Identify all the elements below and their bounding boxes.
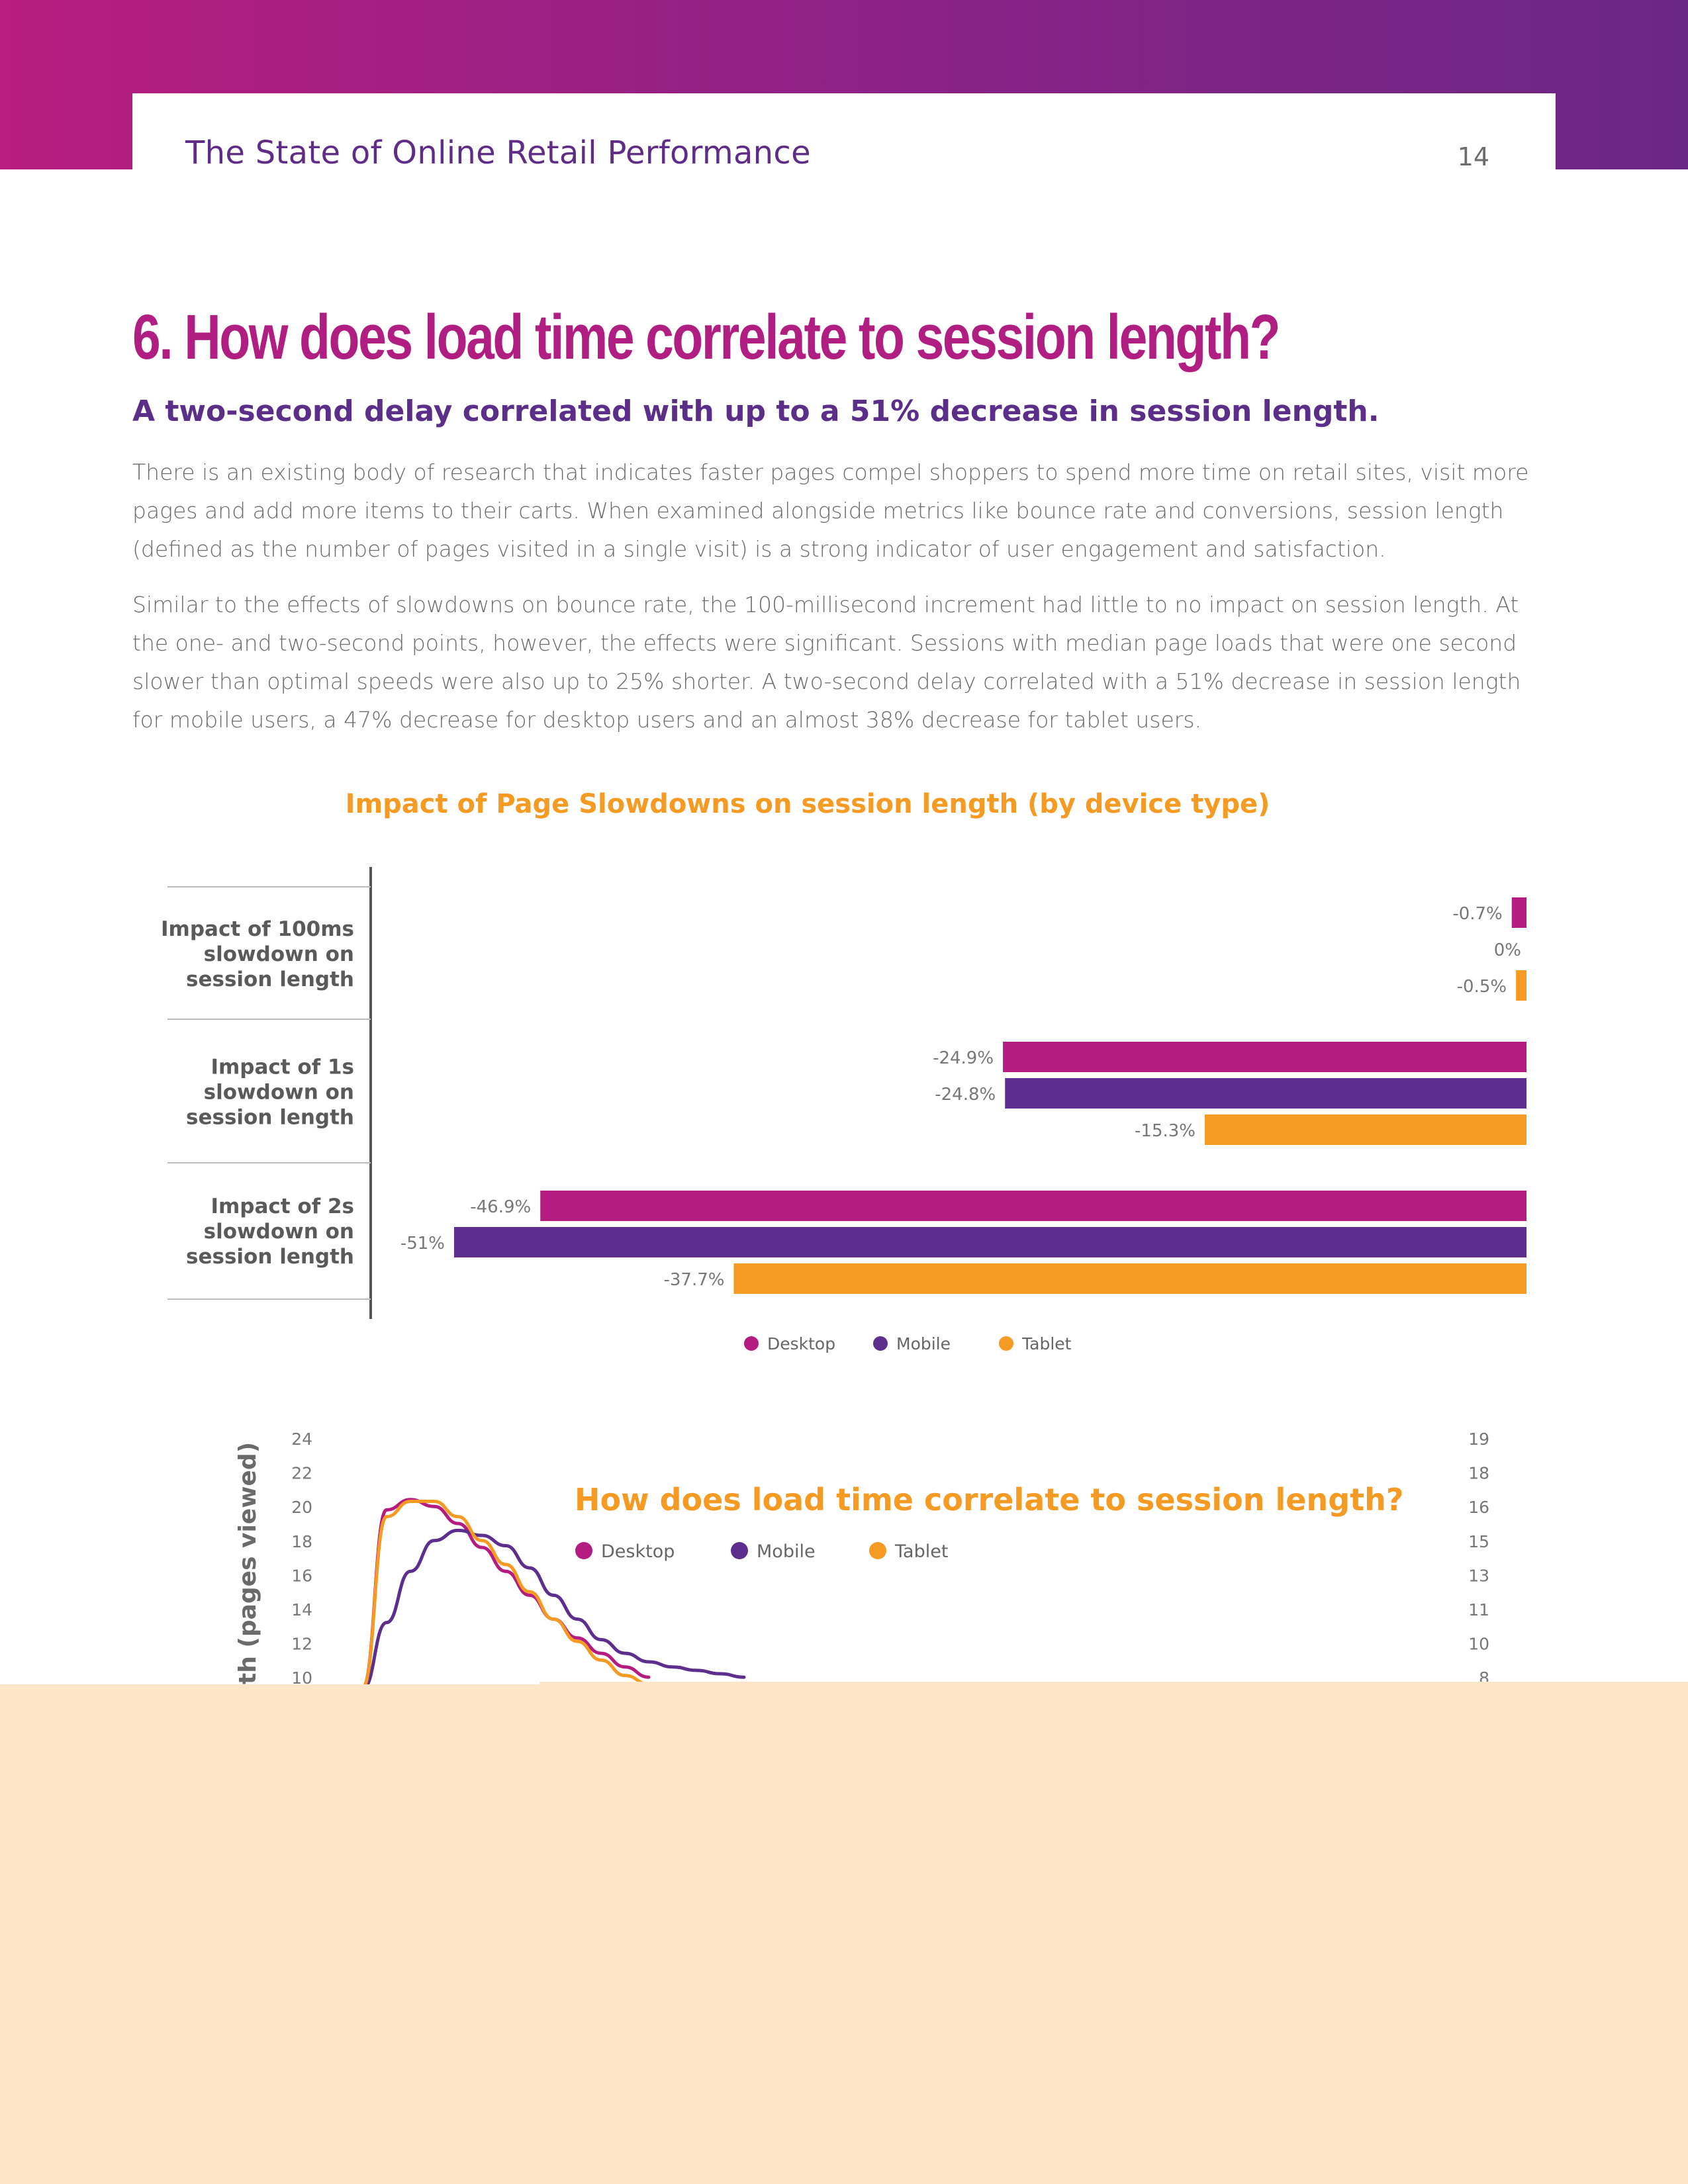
data-label: -51% bbox=[400, 1234, 445, 1253]
bar-tablet bbox=[1205, 1115, 1526, 1145]
body-paragraph: Similar to the effects of slowdowns on b… bbox=[132, 592, 1521, 733]
category-label: session length bbox=[186, 1106, 354, 1130]
right-axis-tick: 16 bbox=[1468, 1498, 1489, 1517]
category-label: slowdown on bbox=[204, 1081, 354, 1105]
line-mobile bbox=[361, 1528, 746, 1691]
category-label: session length bbox=[186, 1245, 354, 1269]
category-label: slowdown on bbox=[204, 942, 354, 966]
left-axis-tick: 12 bbox=[291, 1635, 312, 1654]
left-axis-tick: 14 bbox=[291, 1600, 312, 1619]
legend-label: Tablet bbox=[1021, 1334, 1072, 1353]
legend-label: Mobile bbox=[757, 1541, 816, 1562]
line-chart-title: How does load time correlate to session … bbox=[575, 1482, 1404, 1518]
legend-swatch-tablet bbox=[999, 1336, 1013, 1351]
page-header: The State of Online Retail Performance 1… bbox=[132, 93, 1556, 179]
data-label: -0.7% bbox=[1452, 904, 1502, 924]
legend-swatch-tablet bbox=[869, 1542, 886, 1559]
legend-swatch-desktop bbox=[744, 1336, 759, 1351]
legend-swatch-desktop bbox=[575, 1542, 592, 1559]
category-label: Impact of 100ms bbox=[161, 917, 354, 941]
data-label: -24.8% bbox=[935, 1085, 996, 1105]
bar-tablet bbox=[1516, 970, 1526, 1001]
left-axis-tick: 24 bbox=[291, 1430, 312, 1449]
category-label: slowdown on bbox=[204, 1220, 354, 1244]
legend-label: Desktop bbox=[767, 1334, 835, 1353]
category-label: session length bbox=[186, 968, 354, 991]
legend-label: Desktop bbox=[601, 1541, 675, 1562]
left-axis-tick: 16 bbox=[291, 1566, 312, 1585]
left-axis-tick: 18 bbox=[291, 1532, 312, 1551]
y-axis-label: th (pages viewed) bbox=[234, 1442, 261, 1684]
overlay-panel-edge bbox=[539, 1682, 1688, 1686]
running-title: The State of Online Retail Performance bbox=[185, 134, 811, 171]
bar-chart-title: Impact of Page Slowdowns on session leng… bbox=[345, 789, 1270, 819]
data-label: -24.9% bbox=[933, 1048, 994, 1068]
section-heading: 6. How does load time correlate to sessi… bbox=[132, 302, 1281, 373]
data-label: -0.5% bbox=[1457, 977, 1507, 997]
bar-desktop bbox=[540, 1191, 1526, 1221]
right-axis-tick: 10 bbox=[1468, 1635, 1489, 1654]
bar-desktop bbox=[1511, 897, 1526, 928]
data-label: -46.9% bbox=[470, 1197, 531, 1217]
right-axis-tick: 18 bbox=[1468, 1464, 1489, 1483]
line-tablet bbox=[361, 1499, 651, 1690]
right-axis-tick: 13 bbox=[1468, 1566, 1489, 1585]
legend-swatch-mobile bbox=[873, 1336, 888, 1351]
category-label: Impact of 1s bbox=[211, 1056, 354, 1079]
data-label: 0% bbox=[1494, 940, 1521, 960]
category-label: Impact of 2s bbox=[211, 1195, 354, 1218]
data-label: -15.3% bbox=[1135, 1121, 1196, 1141]
bar-mobile bbox=[1005, 1078, 1526, 1109]
bar-desktop bbox=[1003, 1042, 1526, 1072]
right-axis-tick: 11 bbox=[1468, 1600, 1489, 1619]
legend-label: Mobile bbox=[896, 1334, 951, 1353]
legend-label: Tablet bbox=[894, 1541, 948, 1562]
overlay-panel bbox=[0, 1684, 1688, 2184]
page-number: 14 bbox=[1457, 142, 1489, 171]
bar-tablet bbox=[733, 1263, 1526, 1294]
legend-swatch-mobile bbox=[731, 1542, 748, 1559]
right-axis-tick: 19 bbox=[1468, 1430, 1489, 1449]
bar-mobile bbox=[454, 1227, 1526, 1257]
right-axis-tick: 15 bbox=[1468, 1532, 1489, 1551]
left-axis-tick: 22 bbox=[291, 1464, 312, 1483]
line-desktop bbox=[361, 1498, 651, 1690]
body-paragraph: There is an existing body of research th… bbox=[132, 459, 1529, 562]
data-label: -37.7% bbox=[663, 1270, 724, 1290]
left-axis-tick: 20 bbox=[291, 1498, 312, 1517]
section-subheading: A two-second delay correlated with up to… bbox=[132, 394, 1380, 428]
